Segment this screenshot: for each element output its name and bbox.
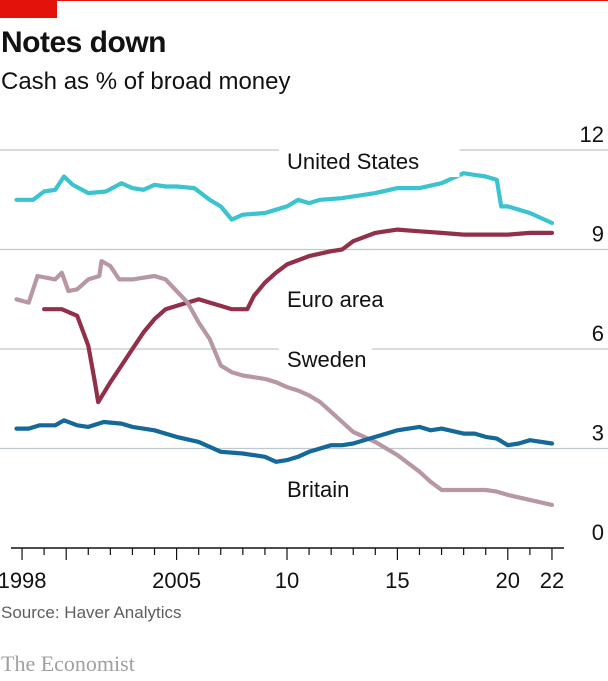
label-knockout-britain <box>279 475 385 505</box>
series-label-sweden: Sweden <box>287 347 367 372</box>
x-tick-label-10: 10 <box>275 568 299 590</box>
series-line-sweden <box>14 259 555 507</box>
y-tick-label-9: 9 <box>592 222 604 247</box>
x-tick-label-22: 22 <box>540 568 564 590</box>
line-chart: 0 3 6 9 12 1998 2005 10 15 20 22 United States Euro … <box>0 122 608 590</box>
source-note: Source: Haver Analytics <box>1 603 182 622</box>
series-label-euro-area: Euro area <box>287 287 384 312</box>
y-tick-label-0: 0 <box>592 520 604 545</box>
brand-tag <box>0 0 57 18</box>
x-tick-label-15: 15 <box>385 568 409 590</box>
series-line-euro-area <box>42 227 555 405</box>
label-knockout-euro-area <box>279 285 410 315</box>
series-line-britain <box>14 418 555 464</box>
label-knockout-united-states <box>279 147 460 177</box>
label-knockout-sweden <box>279 345 372 375</box>
series-label-united-states: United States <box>287 149 419 174</box>
chart-subtitle: Cash as % of broad money <box>1 68 291 95</box>
y-tick-label-6: 6 <box>592 321 604 346</box>
series-line-united-states <box>14 171 555 226</box>
series-label-britain: Britain <box>287 477 349 502</box>
x-tick-label-1998: 1998 <box>0 568 47 590</box>
y-tick-label-3: 3 <box>592 421 604 446</box>
economist-logo-text: The Economist <box>1 651 135 676</box>
x-tick-label-20: 20 <box>496 568 520 590</box>
y-tick-label-12: 12 <box>580 122 604 147</box>
top-rule <box>0 0 608 1</box>
x-tick-label-2005: 2005 <box>152 568 201 590</box>
chart-title: Notes down <box>1 26 167 59</box>
